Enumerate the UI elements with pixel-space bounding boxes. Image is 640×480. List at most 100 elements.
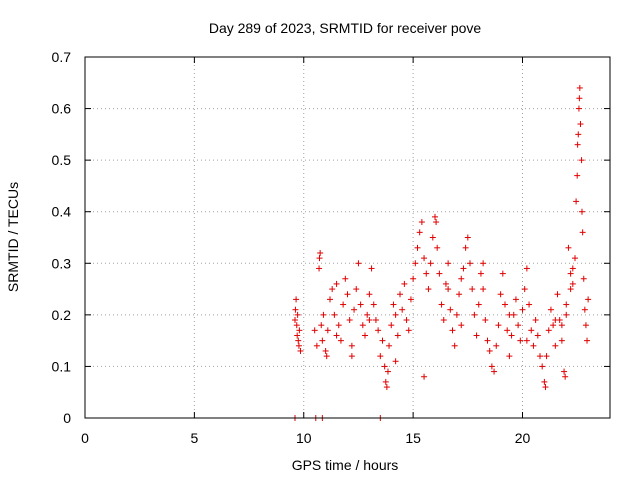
- gridlines: [85, 57, 610, 418]
- data-point: [348, 342, 355, 349]
- y-tick-label: 0.3: [52, 255, 72, 271]
- data-point: [477, 270, 484, 277]
- data-point: [386, 342, 393, 349]
- data-point: [366, 317, 373, 324]
- data-point: [377, 353, 384, 360]
- data-point: [410, 275, 417, 282]
- data-point: [427, 260, 434, 267]
- data-point: [495, 322, 502, 329]
- data-point: [480, 260, 487, 267]
- data-point: [576, 95, 583, 102]
- data-point: [537, 353, 543, 360]
- chart-title: Day 289 of 2023, SRMTID for receiver pov…: [209, 20, 482, 36]
- data-point: [585, 296, 592, 303]
- data-point: [421, 373, 428, 380]
- data-point: [484, 337, 491, 344]
- data-point: [552, 317, 559, 324]
- data-point: [319, 337, 326, 344]
- data-point: [467, 260, 473, 267]
- data-point: [383, 384, 390, 391]
- data-point: [456, 291, 463, 298]
- data-point: [292, 317, 298, 324]
- data-point: [355, 260, 362, 267]
- data-point: [523, 265, 530, 272]
- data-point: [362, 332, 368, 339]
- y-tick-label: 0.4: [52, 204, 72, 220]
- data-point: [506, 353, 513, 360]
- data-point: [346, 317, 353, 324]
- data-point: [576, 84, 583, 91]
- data-point: [340, 301, 347, 308]
- data-point: [442, 280, 449, 287]
- data-point: [575, 131, 582, 138]
- y-tick-label: 0.7: [52, 49, 72, 65]
- data-point: [327, 296, 333, 303]
- data-point: [324, 327, 331, 334]
- data-point: [311, 327, 318, 334]
- data-point: [567, 270, 574, 277]
- data-point: [296, 327, 303, 334]
- data-point: [469, 286, 476, 293]
- data-point: [440, 317, 447, 324]
- data-point: [460, 265, 467, 272]
- data-point: [370, 301, 377, 308]
- data-point: [295, 337, 302, 344]
- data-point: [451, 342, 458, 349]
- data-point: [573, 198, 580, 205]
- data-point: [579, 229, 586, 236]
- y-tick-label: 0: [63, 410, 71, 426]
- data-point: [574, 172, 581, 179]
- data-point: [462, 244, 469, 251]
- data-point: [584, 337, 591, 344]
- data-point: [322, 347, 329, 354]
- data-point: [552, 342, 559, 349]
- data-point: [368, 265, 375, 272]
- data-point: [421, 255, 428, 262]
- data-point: [578, 157, 585, 164]
- data-point: [526, 301, 533, 308]
- data-point: [348, 353, 355, 360]
- data-point: [499, 270, 506, 277]
- data-point: [508, 332, 515, 339]
- data-point: [333, 280, 340, 287]
- data-point: [567, 286, 574, 293]
- data-point: [491, 368, 498, 375]
- data-point: [541, 378, 548, 385]
- data-point: [397, 291, 403, 298]
- data-point: [572, 255, 578, 262]
- data-point: [366, 291, 373, 298]
- data-point: [412, 260, 419, 267]
- data-point: [388, 322, 395, 329]
- data-point: [543, 353, 550, 360]
- axis-ticks: [84, 56, 610, 419]
- data-point: [399, 306, 406, 313]
- data-point: [458, 275, 465, 282]
- data-point: [429, 234, 436, 241]
- data-point: [323, 353, 330, 360]
- data-point: [364, 311, 371, 318]
- x-tick-label: 5: [190, 430, 198, 446]
- data-point: [502, 301, 508, 308]
- data-point: [434, 244, 441, 251]
- data-point: [528, 327, 535, 334]
- data-point: [475, 301, 482, 308]
- data-point: [292, 306, 299, 313]
- data-point: [561, 368, 568, 375]
- data-point: [294, 332, 301, 339]
- x-tick-labels: 0 5 10 15 20: [81, 430, 530, 446]
- data-point: [342, 275, 349, 282]
- data-point: [488, 363, 495, 370]
- data-point: [392, 311, 399, 318]
- data-point: [423, 270, 430, 277]
- y-tick-label: 0.5: [52, 152, 72, 168]
- data-point: [329, 286, 336, 293]
- x-tick-label: 0: [81, 430, 89, 446]
- data-point: [295, 342, 302, 349]
- data-point: [575, 105, 582, 112]
- data-point: [482, 317, 489, 324]
- data-point: [577, 121, 584, 128]
- data-point: [401, 280, 408, 287]
- data-point: [294, 311, 301, 318]
- data-point: [569, 280, 576, 287]
